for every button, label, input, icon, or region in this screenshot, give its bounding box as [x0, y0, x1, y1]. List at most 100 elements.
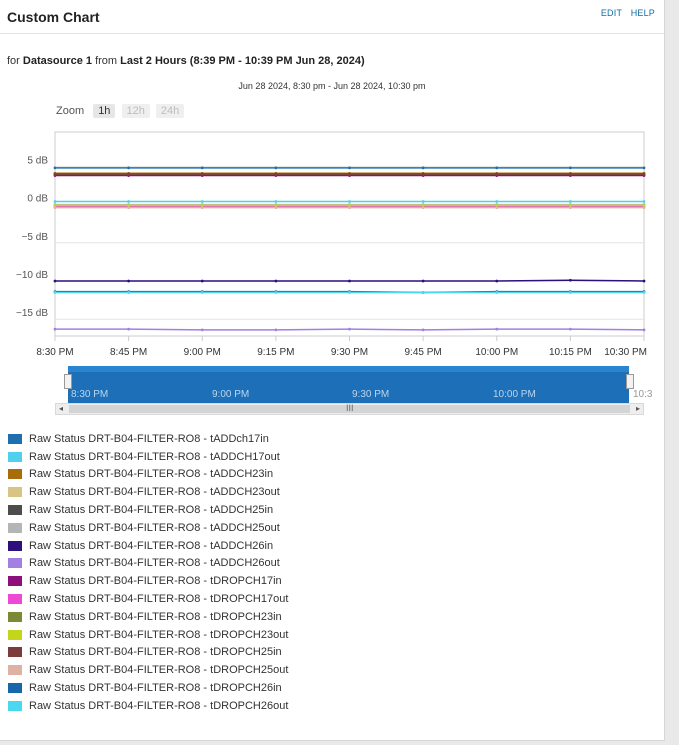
legend-label: Raw Status DRT-B04-FILTER-RO8 - tADDCH26… [29, 557, 280, 570]
legend-item[interactable]: Raw Status DRT-B04-FILTER-RO8 - tADDCH26… [8, 555, 288, 573]
legend-item[interactable]: Raw Status DRT-B04-FILTER-RO8 - tDROPCH2… [8, 697, 288, 715]
data-point [127, 291, 131, 294]
scrollbar-thumb[interactable] [69, 405, 630, 413]
data-point [200, 172, 204, 176]
x-tick-label: 10:30 PM [604, 347, 647, 358]
legend-item[interactable]: Raw Status DRT-B04-FILTER-RO8 - tDROPCH2… [8, 626, 288, 644]
data-point [421, 291, 425, 294]
legend-item[interactable]: Raw Status DRT-B04-FILTER-RO8 - tADDCH25… [8, 501, 288, 519]
data-point [274, 206, 278, 210]
legend-label: Raw Status DRT-B04-FILTER-RO8 - tDROPCH2… [29, 610, 282, 623]
legend-swatch [8, 505, 22, 516]
chart-navigator[interactable]: 8:30 PM 9:00 PM 9:30 PM 10:00 PM 10:3 ◂ … [55, 366, 652, 416]
data-point [53, 200, 57, 203]
data-point [274, 291, 278, 294]
data-point [421, 203, 425, 207]
subtitle-prefix: for [7, 55, 20, 67]
legend-item[interactable]: Raw Status DRT-B04-FILTER-RO8 - tADDCH26… [8, 537, 288, 555]
data-point [495, 203, 499, 207]
data-point [421, 206, 425, 210]
data-point [348, 206, 351, 210]
legend-item[interactable]: Raw Status DRT-B04-FILTER-RO8 - tADDCH25… [8, 519, 288, 537]
data-point [274, 279, 278, 283]
data-point [495, 327, 499, 331]
data-point [495, 166, 499, 170]
y-tick-label: −10 dB [16, 270, 48, 281]
legend-item[interactable]: Raw Status DRT-B04-FILTER-RO8 - tADDCH23… [8, 466, 288, 484]
y-tick-label: 5 dB [27, 155, 48, 166]
time-period: Last 2 Hours (8:39 PM - 10:39 PM Jun 28,… [120, 55, 365, 67]
navigator-label: 10:3 [633, 389, 653, 400]
legend-swatch [8, 469, 22, 480]
legend-label: Raw Status DRT-B04-FILTER-RO8 - tADDch17… [29, 432, 269, 445]
data-point [348, 166, 351, 170]
data-point [200, 166, 204, 170]
legend-item[interactable]: Raw Status DRT-B04-FILTER-RO8 - tDROPCH2… [8, 644, 288, 662]
navigator-right-handle[interactable] [626, 374, 634, 389]
zoom-12h-button[interactable]: 12h [121, 104, 150, 118]
zoom-24h-button[interactable]: 24h [155, 104, 185, 118]
legend-swatch [8, 700, 22, 711]
legend-item[interactable]: Raw Status DRT-B04-FILTER-RO8 - tDROPCH1… [8, 572, 288, 590]
x-tick-label: 8:30 PM [36, 347, 73, 358]
data-point [421, 172, 425, 176]
data-point [274, 200, 278, 203]
data-point [348, 327, 351, 331]
data-point [53, 291, 57, 294]
legend-item[interactable]: Raw Status DRT-B04-FILTER-RO8 - tDROPCH1… [8, 590, 288, 608]
x-tick-label: 10:15 PM [549, 347, 592, 358]
navigator-scrollbar[interactable]: ◂ III ▸ [55, 403, 644, 415]
legend-item[interactable]: Raw Status DRT-B04-FILTER-RO8 - tDROPCH2… [8, 679, 288, 697]
legend-item[interactable]: Raw Status DRT-B04-FILTER-RO8 - tADDCH17… [8, 448, 288, 466]
data-point [127, 279, 131, 283]
legend-label: Raw Status DRT-B04-FILTER-RO8 - tADDCH26… [29, 539, 274, 552]
y-tick-label: −5 dB [22, 232, 49, 243]
data-point [53, 327, 57, 331]
zoom-1h-button[interactable]: 1h [93, 104, 116, 118]
data-point [274, 203, 278, 207]
zoom-label: Zoom [56, 105, 85, 117]
legend-item[interactable]: Raw Status DRT-B04-FILTER-RO8 - tADDCH23… [8, 483, 288, 501]
navigator-label: 9:30 PM [352, 389, 390, 400]
legend-swatch [8, 611, 22, 622]
data-point [495, 206, 499, 210]
legend-label: Raw Status DRT-B04-FILTER-RO8 - tADDCH25… [29, 504, 274, 517]
datasource-name: Datasource 1 [22, 55, 92, 67]
y-tick-label: −15 dB [16, 308, 48, 319]
navigator-label: 9:00 PM [212, 389, 250, 400]
data-point [200, 203, 204, 207]
data-point [200, 279, 204, 283]
x-tick-label: 10:00 PM [475, 347, 518, 358]
data-point [348, 279, 351, 283]
data-point [421, 279, 425, 283]
navigator-label: 8:30 PM [71, 389, 109, 400]
data-point [495, 200, 499, 203]
legend-swatch [8, 576, 22, 587]
navigator-left-handle[interactable] [64, 374, 72, 389]
legend-item[interactable]: Raw Status DRT-B04-FILTER-RO8 - tDROPCH2… [8, 661, 288, 679]
navigator-selection[interactable] [68, 366, 629, 403]
legend-label: Raw Status DRT-B04-FILTER-RO8 - tDROPCH2… [29, 646, 282, 659]
legend-swatch [8, 451, 22, 462]
x-tick-label: 9:30 PM [331, 347, 368, 358]
data-point [53, 166, 57, 170]
edit-link[interactable]: EDIT [600, 8, 622, 18]
page-gutter [665, 0, 679, 745]
data-point [568, 166, 572, 170]
scroll-right-arrow-icon[interactable]: ▸ [635, 404, 640, 413]
legend-label: Raw Status DRT-B04-FILTER-RO8 - tDROPCH2… [29, 664, 289, 677]
data-point [495, 172, 499, 176]
navigator-label: 10:00 PM [493, 389, 536, 400]
x-tick-label: 9:00 PM [184, 347, 221, 358]
data-point [568, 206, 572, 210]
data-point [127, 206, 131, 210]
legend-item[interactable]: Raw Status DRT-B04-FILTER-RO8 - tADDch17… [8, 430, 288, 448]
legend-swatch [8, 594, 22, 605]
help-link[interactable]: HELP [630, 8, 655, 18]
legend-label: Raw Status DRT-B04-FILTER-RO8 - tADDCH17… [29, 450, 280, 463]
legend-item[interactable]: Raw Status DRT-B04-FILTER-RO8 - tDROPCH2… [8, 608, 288, 626]
legend-label: Raw Status DRT-B04-FILTER-RO8 - tADDCH23… [29, 486, 280, 499]
scroll-left-arrow-icon[interactable]: ◂ [59, 404, 64, 413]
header-links: EDIT HELP [595, 8, 655, 18]
data-point [127, 172, 131, 176]
